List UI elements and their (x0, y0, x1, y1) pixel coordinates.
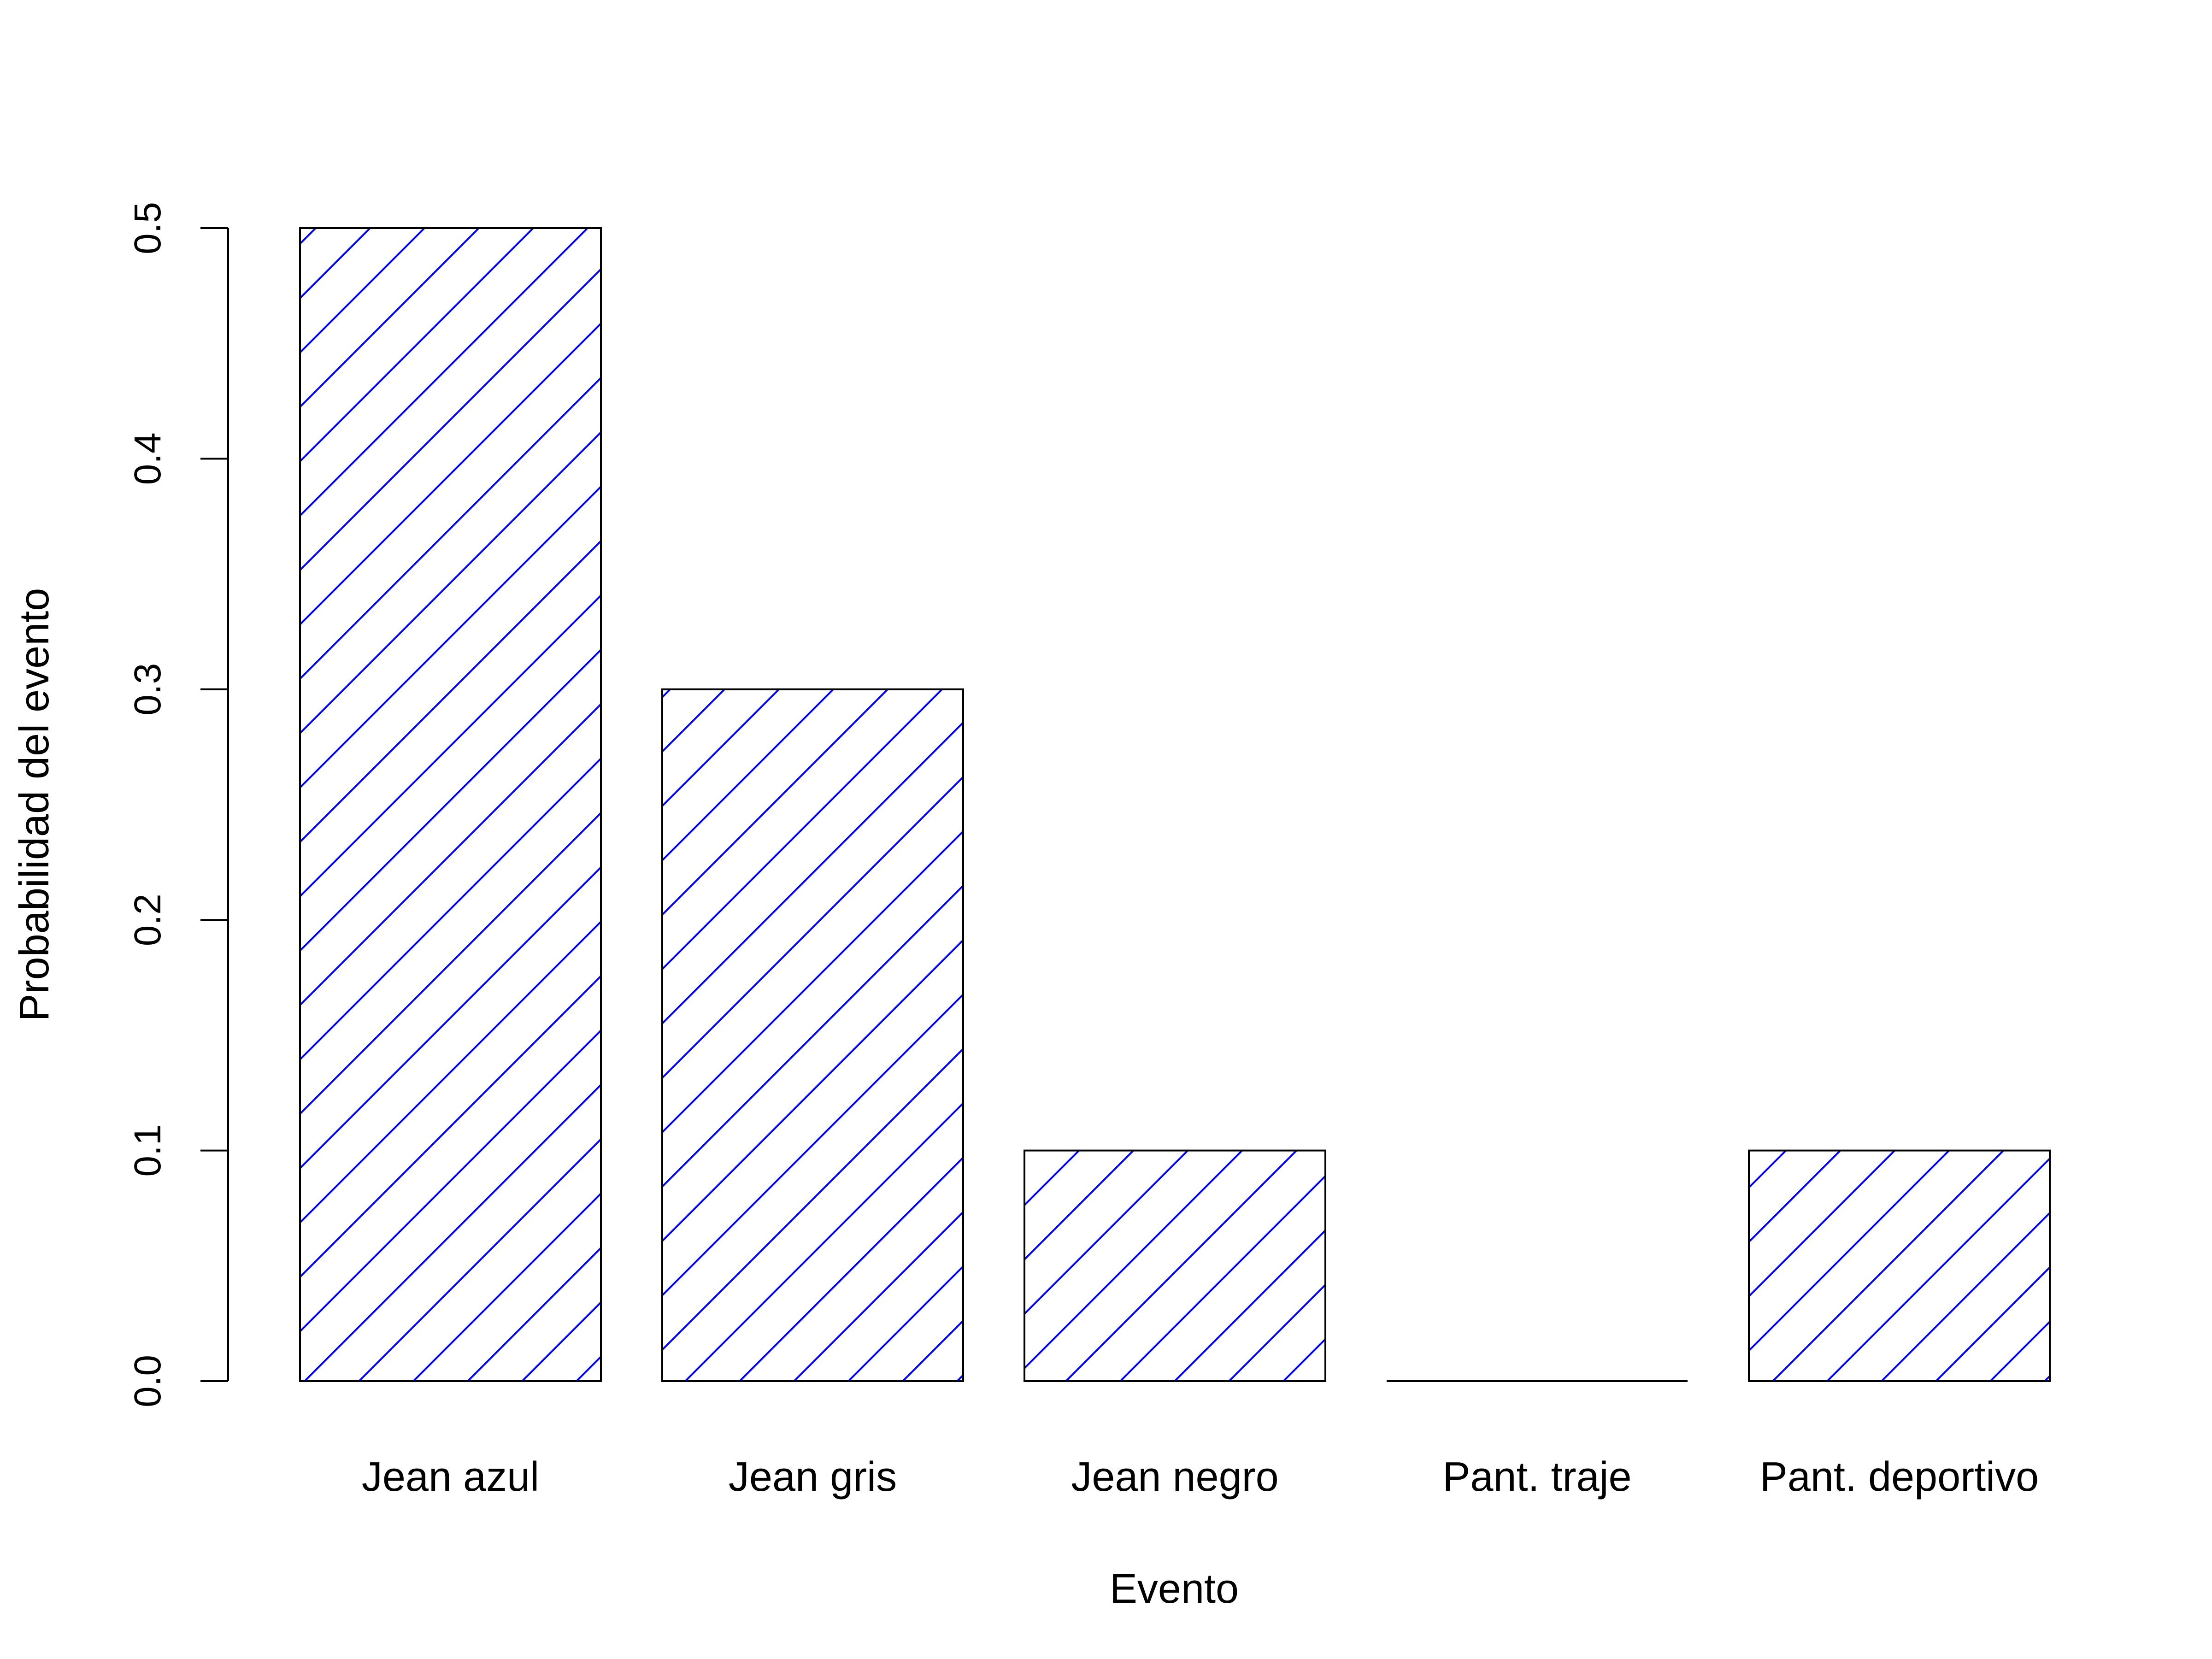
x-category-label: Jean azul (362, 1454, 539, 1500)
y-axis: 0.0 0.1 0.2 0.3 0.4 0.5 (127, 202, 229, 1407)
bar (661, 688, 964, 1382)
y-tick-label: 0.5 (127, 202, 169, 254)
bar-hatch (1024, 1150, 1325, 1381)
y-tick-label: 0.2 (127, 894, 169, 946)
bar-outline (661, 688, 964, 1382)
x-category-label: Pant. deportivo (1760, 1454, 2039, 1500)
bar-hatch (1749, 1150, 2050, 1381)
bar (1748, 1149, 2051, 1382)
y-tick-label: 0.4 (127, 432, 169, 485)
x-category-labels: Jean azul Jean gris Jean negro Pant. traje P… (362, 1454, 2039, 1500)
bars (299, 227, 2051, 1382)
y-tick-label: 0.3 (127, 663, 169, 716)
bar-outline (1024, 1149, 1326, 1382)
x-category-label: Jean negro (1071, 1454, 1278, 1500)
y-axis-title: Probabilidad del evento (12, 588, 58, 1022)
bar-outline (299, 227, 602, 1382)
x-category-label: Jean gris (729, 1454, 897, 1500)
y-tick-label: 0.0 (127, 1355, 169, 1407)
x-axis-title: Evento (1110, 1566, 1239, 1612)
x-category-label: Pant. traje (1442, 1454, 1631, 1500)
bar (299, 227, 602, 1382)
bar-outline (1748, 1149, 2051, 1382)
bar-hatch (662, 689, 963, 1381)
y-tick-label: 0.1 (127, 1124, 169, 1177)
bar-hatch (300, 228, 601, 1381)
bar (1024, 1149, 1326, 1382)
